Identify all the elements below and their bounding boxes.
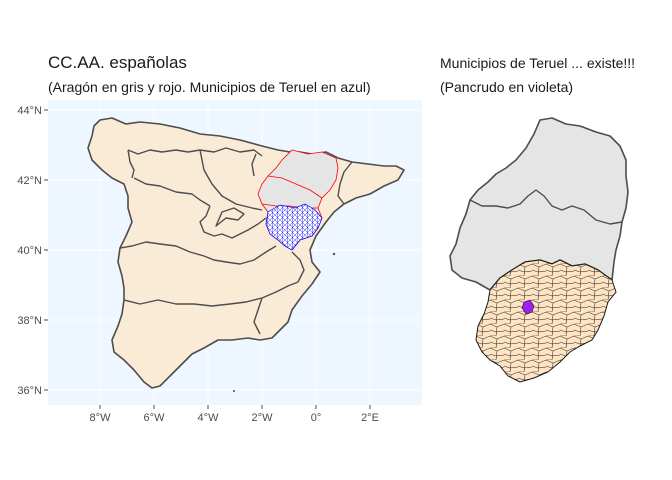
right-map-title: Municipios de Teruel ... existe!!!	[440, 55, 636, 71]
pancrudo-municipality	[521, 299, 535, 315]
lon-tick-6w: 6°W	[144, 412, 166, 424]
alboran-islet	[233, 390, 235, 392]
lat-tick-38: 38°N	[17, 315, 42, 327]
left-axis-ticks	[44, 109, 371, 409]
columbretes-islet	[332, 252, 336, 256]
left-map-panel: 44°N 42°N 40°N 38°N 36°N 8°W 6°W 4°W 2°W…	[17, 100, 422, 424]
lat-tick-36: 36°N	[17, 385, 42, 397]
left-map-title: CC.AA. españolas	[48, 53, 187, 72]
right-map-panel	[449, 117, 629, 383]
aragon-region	[257, 149, 339, 251]
lat-tick-40: 40°N	[17, 245, 42, 257]
lon-tick-8w: 8°W	[90, 412, 112, 424]
left-map-subtitle: (Aragón en gris y rojo. Municipios de Te…	[48, 79, 371, 95]
aragon-province-borders-right	[469, 189, 623, 225]
lon-tick-4w: 4°W	[198, 412, 220, 424]
teruel-outline-right	[475, 259, 617, 383]
lat-tick-44: 44°N	[17, 105, 42, 117]
regional-borders	[119, 147, 353, 335]
lon-tick-2w: 2°W	[252, 412, 274, 424]
right-map-subtitle: (Pancrudo en violeta)	[440, 79, 574, 95]
lon-tick-0: 0°	[311, 412, 322, 424]
lon-tick-2e: 2°E	[361, 412, 379, 424]
lat-tick-42: 42°N	[17, 175, 42, 187]
